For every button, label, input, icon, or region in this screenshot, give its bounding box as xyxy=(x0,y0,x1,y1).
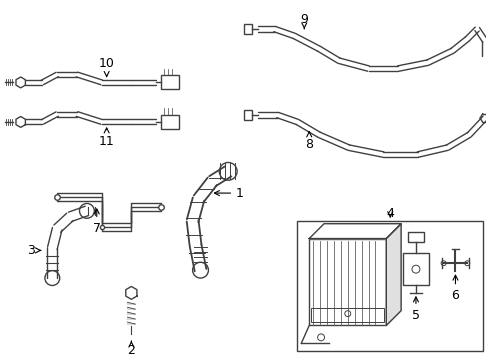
Text: 1: 1 xyxy=(214,186,244,199)
Text: 3: 3 xyxy=(26,244,41,257)
Bar xyxy=(244,110,251,120)
Bar xyxy=(402,253,428,285)
Polygon shape xyxy=(308,224,400,239)
Bar xyxy=(161,115,179,129)
Text: 2: 2 xyxy=(127,341,135,357)
Text: 11: 11 xyxy=(99,128,114,148)
Bar xyxy=(407,231,423,242)
Text: 9: 9 xyxy=(300,13,307,28)
Text: 5: 5 xyxy=(411,297,419,322)
Bar xyxy=(310,308,384,321)
Polygon shape xyxy=(386,224,400,325)
Text: 10: 10 xyxy=(99,57,114,76)
Bar xyxy=(161,76,179,89)
Text: 4: 4 xyxy=(386,207,393,220)
Bar xyxy=(308,239,386,325)
Text: 7: 7 xyxy=(93,209,101,235)
Bar xyxy=(244,24,251,34)
Text: 6: 6 xyxy=(450,275,458,302)
Text: 8: 8 xyxy=(305,132,313,151)
Bar xyxy=(297,221,482,351)
